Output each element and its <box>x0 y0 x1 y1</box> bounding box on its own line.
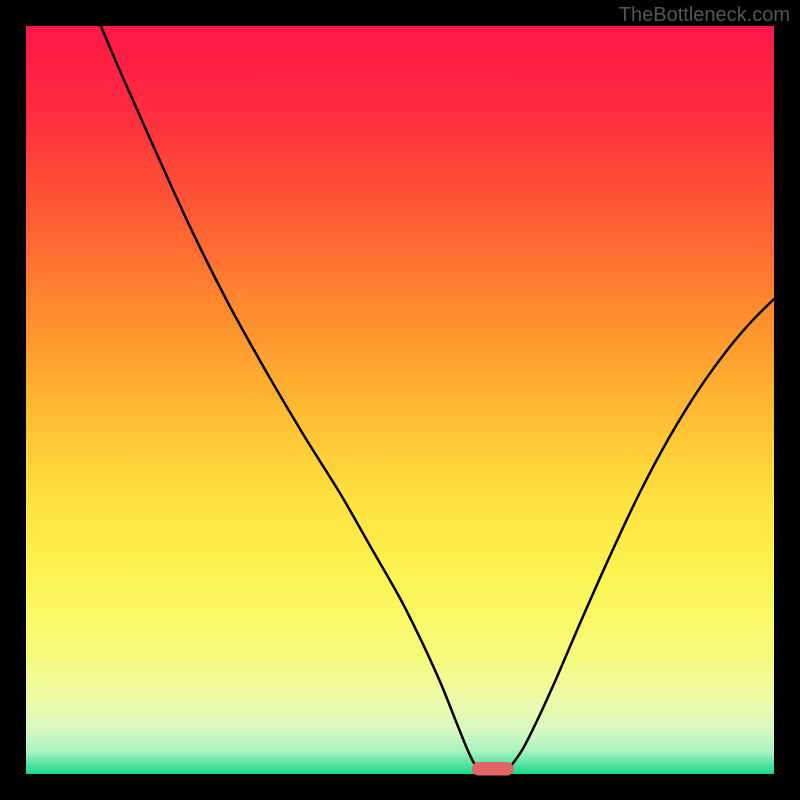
optimal-marker <box>472 762 514 775</box>
chart-root: TheBottleneck.com <box>0 0 800 800</box>
plot-background <box>26 26 774 774</box>
watermark-text: TheBottleneck.com <box>619 4 790 27</box>
bottleneck-curve-chart <box>0 0 800 800</box>
